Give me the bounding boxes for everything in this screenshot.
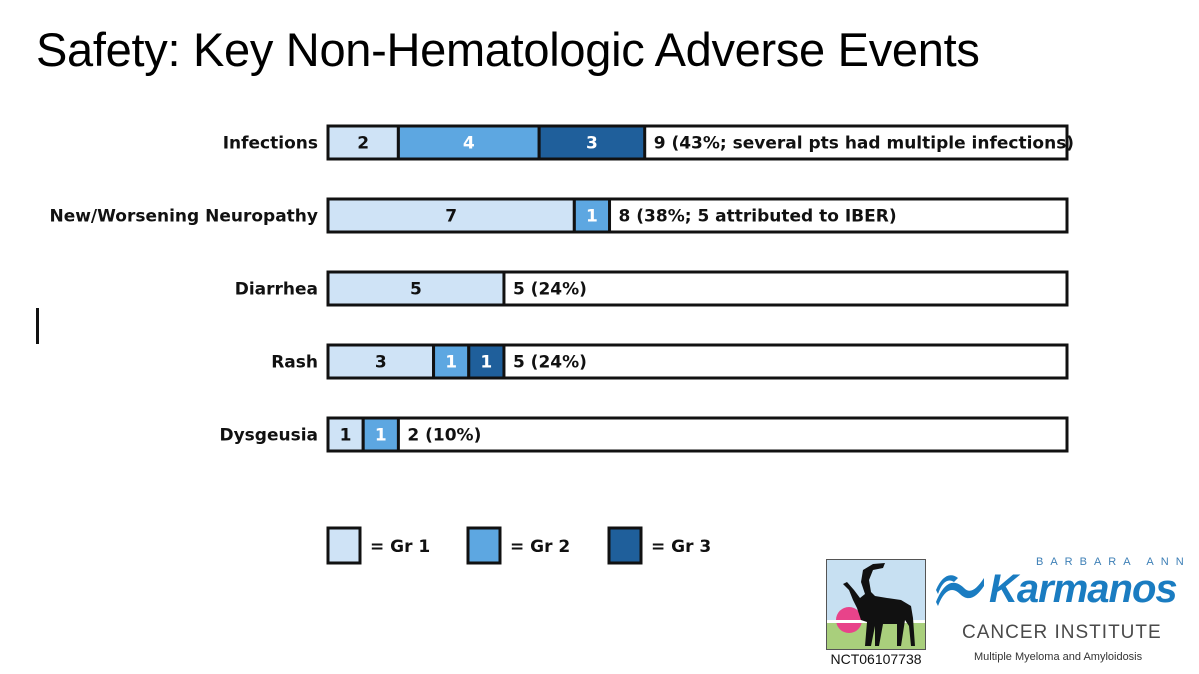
bar-segment bbox=[432, 343, 471, 380]
total-label: 9 (43%; several pts had multiple infecti… bbox=[654, 134, 1074, 154]
total-label: 8 (38%; 5 attributed to IBER) bbox=[619, 207, 897, 227]
legend-label: = Gr 2 bbox=[510, 537, 570, 557]
bar-segment bbox=[361, 416, 400, 453]
category-label: Infections bbox=[223, 134, 318, 154]
bar-frame bbox=[326, 416, 1069, 453]
segment-value-label: 1 bbox=[586, 207, 598, 227]
category-label: Dysgeusia bbox=[219, 426, 318, 446]
segment-value-label: 2 bbox=[357, 134, 369, 154]
trial-id: NCT06107738 bbox=[830, 651, 922, 667]
bar-segment bbox=[467, 343, 506, 380]
segment-value-label: 3 bbox=[586, 134, 598, 154]
bar-segment bbox=[326, 416, 365, 453]
ibex-logo-icon bbox=[826, 559, 926, 650]
total-label: 5 (24%) bbox=[513, 280, 587, 300]
segment-value-label: 1 bbox=[375, 426, 387, 446]
total-label: 5 (24%) bbox=[513, 353, 587, 373]
total-label: 2 (10%) bbox=[407, 426, 481, 446]
category-label: Rash bbox=[271, 353, 318, 373]
karmanos-logo-icon bbox=[936, 575, 984, 606]
bar-segment bbox=[326, 197, 576, 234]
segment-value-label: 3 bbox=[375, 353, 387, 373]
segment-value-label: 1 bbox=[340, 426, 352, 446]
slide-title: Safety: Key Non-Hematologic Adverse Even… bbox=[36, 23, 980, 76]
brand-name: Karmanos bbox=[989, 567, 1178, 611]
category-label: Diarrhea bbox=[235, 280, 318, 300]
legend-swatch bbox=[607, 526, 643, 565]
legend-label: = Gr 3 bbox=[651, 537, 711, 557]
legend-swatch bbox=[326, 526, 362, 565]
bar-segment bbox=[326, 124, 400, 161]
segment-value-label: 7 bbox=[445, 207, 457, 227]
stacked-bar-chart: Infections 2 4 3 9 (43%; several pts had mul… bbox=[49, 124, 1074, 565]
bar-segment bbox=[326, 343, 436, 380]
category-label: New/Worsening Neuropathy bbox=[49, 207, 318, 227]
bar-segment bbox=[572, 197, 612, 234]
segment-value-label: 5 bbox=[410, 280, 422, 300]
brand-tagline: Multiple Myeloma and Amyloidosis bbox=[974, 651, 1143, 663]
brand-top-text: BARBARA ANN bbox=[1036, 556, 1191, 568]
bar-segment bbox=[537, 124, 647, 161]
segment-value-label: 1 bbox=[445, 353, 457, 373]
segment-value-label: 4 bbox=[463, 134, 475, 154]
bar-segment bbox=[396, 124, 541, 161]
text-cursor bbox=[36, 308, 39, 344]
brand-subtitle: CANCER INSTITUTE bbox=[962, 622, 1162, 643]
legend-label: = Gr 1 bbox=[370, 537, 430, 557]
legend-swatch bbox=[466, 526, 502, 565]
bar-segment bbox=[326, 270, 506, 307]
segment-value-label: 1 bbox=[480, 353, 492, 373]
